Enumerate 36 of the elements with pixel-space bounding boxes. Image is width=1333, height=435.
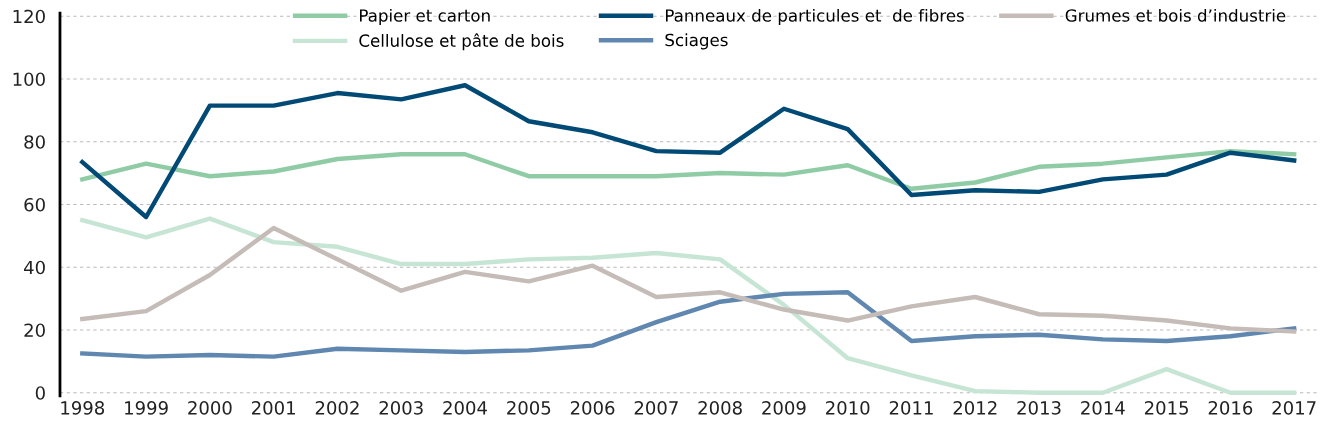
y-tick-label: 20 [24,323,45,338]
y-tick-label: 100 [13,72,45,87]
x-tick-label: 2006 [570,401,615,415]
line-series [80,83,1297,220]
x-tick-label: 2014 [1081,401,1125,415]
y-tick-label: 60 [24,197,45,212]
legend-label: Papier et carton [360,8,490,26]
y-tick-label: 80 [24,135,45,149]
x-tick-label: 2017 [1272,401,1316,415]
x-tick-label: 2003 [379,401,423,415]
x-tick-label: 2005 [507,401,551,415]
line-series [80,216,1297,395]
y-tick-label: 120 [13,9,45,24]
x-tick-label: 2008 [698,401,742,415]
x-tick-label: 2010 [826,401,870,415]
x-tick-label: 2004 [443,401,487,415]
y-tick-label: 40 [24,260,45,275]
legend-label: Grumes et bois d’industrie [1065,8,1286,22]
x-tick-label: 1998 [61,401,105,415]
x-tick-label: 2011 [889,401,933,415]
x-tick-label: 2007 [634,401,678,415]
x-tick-label: 2013 [1017,401,1061,415]
legend-label: Sciages [665,33,728,50]
legend-label: Panneaux de particules et de fibres [665,8,964,26]
x-tick-label: 2000 [188,401,232,415]
legend-label: Cellulose et pâte de bois [359,33,564,51]
x-tick-label: 2009 [762,401,806,415]
x-tick-label: 2002 [315,401,359,415]
x-tick-label: 2015 [1144,401,1188,415]
x-tick-label: 2001 [252,401,295,415]
x-tick-label: 2012 [953,401,997,415]
line-series [80,290,1297,359]
x-tick-label: 2016 [1208,401,1253,415]
x-tick-label: 1999 [125,401,168,415]
y-tick-label: 0 [35,386,45,400]
line-series [80,148,1297,191]
